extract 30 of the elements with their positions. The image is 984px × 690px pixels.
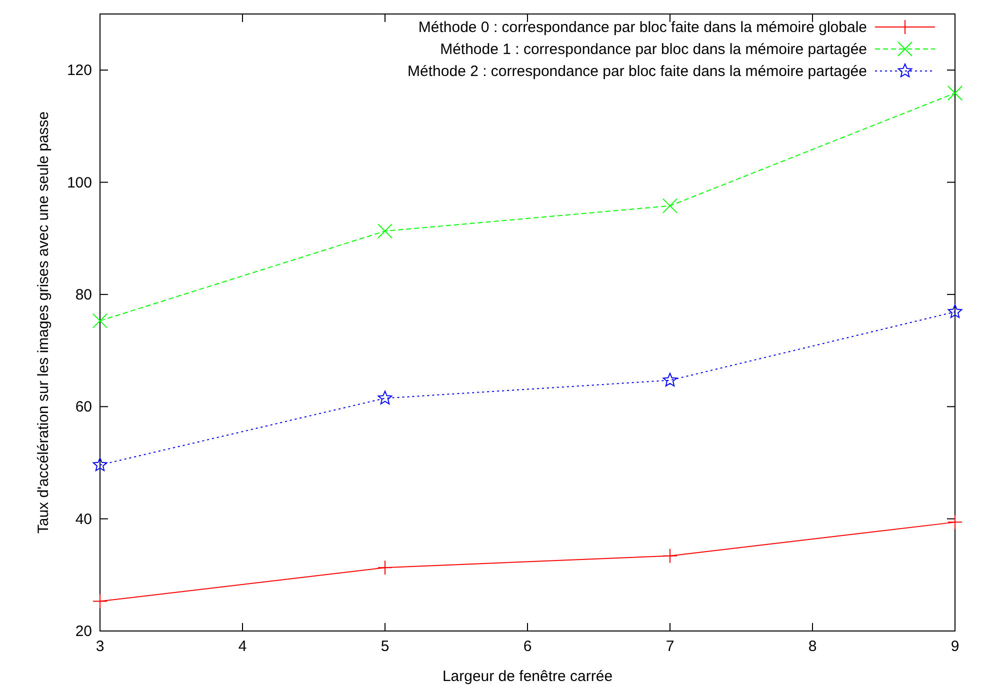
- x-tick-label: 8: [808, 638, 817, 655]
- y-tick-label: 120: [66, 62, 92, 80]
- x-tick-label: 4: [238, 638, 247, 655]
- point: [378, 224, 392, 239]
- point: [948, 514, 962, 530]
- x-tick-label: 5: [380, 638, 390, 655]
- legend-label: Méthode 0 : correspondance par bloc faite dans la mémoire globale: [418, 19, 867, 36]
- point: [948, 304, 962, 318]
- y-tick-label: 100: [66, 174, 92, 192]
- y-tick-label: 40: [75, 510, 92, 528]
- legend-label: Méthode 2 : correspondance par bloc faite dans la mémoire partagée: [408, 63, 867, 80]
- y-tick-label: 80: [75, 286, 92, 304]
- point: [378, 390, 392, 404]
- x-tick-label: 9: [950, 638, 960, 655]
- point: [378, 560, 392, 576]
- point: [92, 313, 108, 328]
- y-tick-label: 60: [75, 398, 92, 416]
- point: [948, 86, 962, 101]
- y-tick-label: 20: [75, 623, 92, 640]
- y-axis-title: Taux d'accélération sur les images grises avec une seule passe: [35, 111, 52, 534]
- x-tick-label: 3: [96, 638, 104, 655]
- point: [92, 594, 108, 609]
- point: [92, 457, 108, 472]
- point: [662, 548, 678, 564]
- point: [662, 198, 678, 214]
- x-tick-label: 6: [523, 638, 532, 655]
- point: [662, 372, 678, 386]
- x-axis-title: Largeur de fenêtre carrée: [442, 668, 613, 685]
- legend-label: Méthode 1 : correspondance par bloc dans la mémoire partagée: [440, 41, 867, 58]
- x-tick-label: 7: [666, 638, 674, 655]
